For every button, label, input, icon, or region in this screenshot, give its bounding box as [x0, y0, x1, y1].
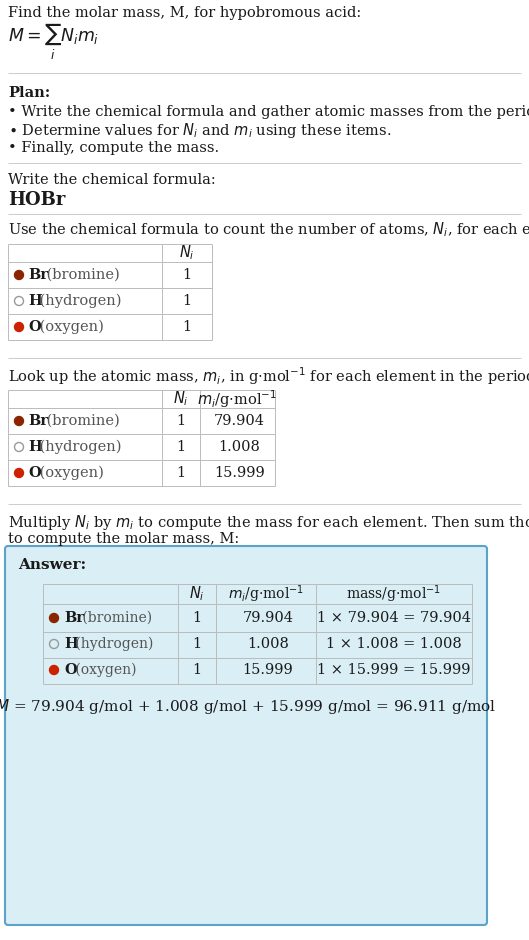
- Text: $m_i$/g$\cdot$mol$^{-1}$: $m_i$/g$\cdot$mol$^{-1}$: [228, 583, 304, 604]
- Text: $m_i$/g$\cdot$mol$^{-1}$: $m_i$/g$\cdot$mol$^{-1}$: [197, 388, 278, 410]
- Text: 1: 1: [193, 663, 202, 677]
- Text: (bromine): (bromine): [78, 611, 152, 625]
- Text: 15.999: 15.999: [214, 466, 265, 480]
- Circle shape: [14, 416, 23, 426]
- Text: mass/g$\cdot$mol$^{-1}$: mass/g$\cdot$mol$^{-1}$: [346, 583, 442, 604]
- Text: • Finally, compute the mass.: • Finally, compute the mass.: [8, 141, 219, 155]
- Text: $N_i$: $N_i$: [173, 390, 189, 408]
- Text: (oxygen): (oxygen): [35, 466, 104, 480]
- Text: $N_i$: $N_i$: [179, 243, 195, 262]
- Text: (hydrogen): (hydrogen): [71, 636, 153, 651]
- Text: (bromine): (bromine): [42, 268, 120, 282]
- Text: O: O: [28, 466, 41, 480]
- Text: • Write the chemical formula and gather atomic masses from the periodic table.: • Write the chemical formula and gather …: [8, 105, 529, 119]
- Text: Br: Br: [28, 414, 48, 428]
- Circle shape: [14, 271, 23, 279]
- Text: 79.904: 79.904: [242, 611, 294, 625]
- Text: $M$ = 79.904 g/mol + 1.008 g/mol + 15.999 g/mol = 96.911 g/mol: $M$ = 79.904 g/mol + 1.008 g/mol + 15.99…: [0, 697, 497, 715]
- Text: H: H: [28, 294, 42, 308]
- Text: 1: 1: [193, 637, 202, 651]
- Text: H: H: [28, 440, 42, 454]
- Text: $N_i$: $N_i$: [189, 585, 205, 603]
- Text: $M = \sum_i N_i m_i$: $M = \sum_i N_i m_i$: [8, 22, 99, 62]
- Text: 1.008: 1.008: [218, 440, 260, 454]
- Text: Look up the atomic mass, $m_i$, in g$\cdot$mol$^{-1}$ for each element in the pe: Look up the atomic mass, $m_i$, in g$\cd…: [8, 365, 529, 387]
- Text: 1 × 79.904 = 79.904: 1 × 79.904 = 79.904: [317, 611, 471, 625]
- Circle shape: [14, 468, 23, 478]
- Text: Plan:: Plan:: [8, 86, 50, 100]
- Circle shape: [50, 614, 59, 622]
- Text: 1: 1: [183, 294, 191, 308]
- Text: Br: Br: [64, 611, 84, 625]
- FancyBboxPatch shape: [5, 546, 487, 925]
- Text: Answer:: Answer:: [18, 558, 86, 572]
- Text: H: H: [64, 637, 78, 651]
- Text: HOBr: HOBr: [8, 191, 66, 209]
- Text: O: O: [64, 663, 77, 677]
- Text: 1: 1: [177, 440, 186, 454]
- Text: Find the molar mass, M, for hypobromous acid:: Find the molar mass, M, for hypobromous …: [8, 6, 361, 20]
- Text: Use the chemical formula to count the number of atoms, $N_i$, for each element:: Use the chemical formula to count the nu…: [8, 221, 529, 240]
- Text: O: O: [28, 320, 41, 334]
- Text: 79.904: 79.904: [214, 414, 265, 428]
- Text: (hydrogen): (hydrogen): [35, 440, 122, 454]
- Text: 1 × 1.008 = 1.008: 1 × 1.008 = 1.008: [326, 637, 462, 651]
- Text: 15.999: 15.999: [243, 663, 294, 677]
- Text: 1 × 15.999 = 15.999: 1 × 15.999 = 15.999: [317, 663, 471, 677]
- Text: Br: Br: [28, 268, 48, 282]
- Text: to compute the molar mass, M:: to compute the molar mass, M:: [8, 532, 239, 546]
- Circle shape: [14, 322, 23, 332]
- Text: 1.008: 1.008: [247, 637, 289, 651]
- Text: 1: 1: [193, 611, 202, 625]
- Text: (oxygen): (oxygen): [71, 663, 136, 677]
- Text: (bromine): (bromine): [42, 414, 120, 428]
- Text: 1: 1: [183, 268, 191, 282]
- Circle shape: [50, 666, 59, 675]
- Text: Multiply $N_i$ by $m_i$ to compute the mass for each element. Then sum those val: Multiply $N_i$ by $m_i$ to compute the m…: [8, 512, 529, 531]
- Text: Write the chemical formula:: Write the chemical formula:: [8, 173, 216, 187]
- Text: $\bullet$ Determine values for $N_i$ and $m_i$ using these items.: $\bullet$ Determine values for $N_i$ and…: [8, 120, 391, 139]
- Text: 1: 1: [183, 320, 191, 334]
- Text: (oxygen): (oxygen): [35, 320, 104, 335]
- Text: 1: 1: [177, 414, 186, 428]
- Text: 1: 1: [177, 466, 186, 480]
- Text: (hydrogen): (hydrogen): [35, 294, 122, 308]
